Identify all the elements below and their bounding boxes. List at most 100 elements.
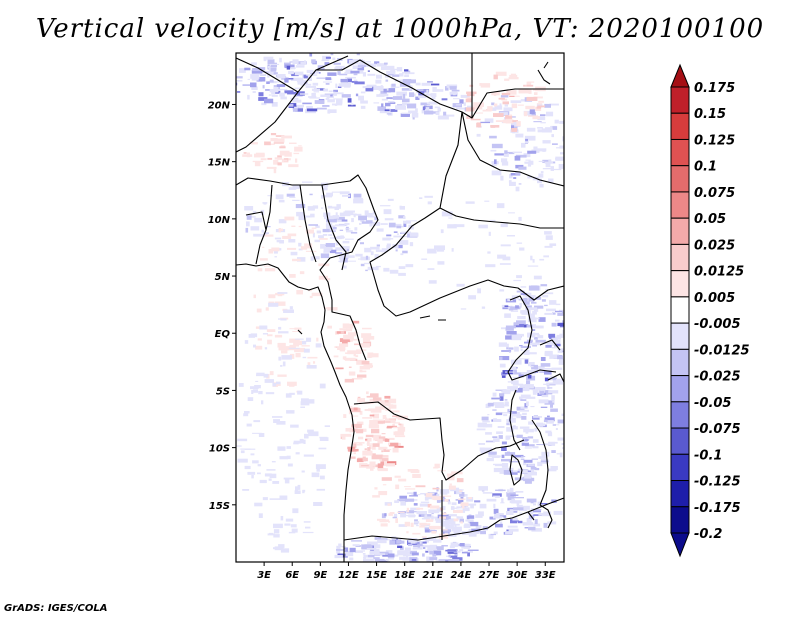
field-cell xyxy=(539,183,544,188)
plot-frame xyxy=(235,52,565,563)
field-cell xyxy=(543,443,553,446)
field-cell xyxy=(273,419,280,423)
field-cell xyxy=(511,500,522,504)
field-cell xyxy=(354,343,364,346)
field-cell xyxy=(456,478,464,483)
field-cell xyxy=(340,331,345,334)
x-tick-label: 33E xyxy=(535,570,556,581)
field-cell xyxy=(391,83,396,88)
field-cell xyxy=(499,356,510,361)
field-cell xyxy=(293,440,301,444)
field-cell xyxy=(289,385,295,387)
field-cell xyxy=(360,64,363,68)
field-cell xyxy=(427,201,432,205)
field-cell xyxy=(487,414,490,416)
field-cell xyxy=(419,503,429,507)
field-cell xyxy=(501,161,509,166)
field-cell xyxy=(546,384,550,386)
field-cell xyxy=(493,438,500,442)
field-cell xyxy=(541,128,552,133)
field-cell xyxy=(405,264,414,268)
field-cell xyxy=(402,98,410,103)
field-cell xyxy=(504,313,511,318)
field-cell xyxy=(488,231,491,236)
field-cell xyxy=(374,61,380,65)
field-cell xyxy=(286,78,294,80)
field-cell xyxy=(245,227,249,233)
field-cell xyxy=(501,327,506,330)
field-cell xyxy=(274,157,282,160)
field-cell xyxy=(373,85,384,90)
field-cell xyxy=(376,228,384,232)
field-cell xyxy=(309,53,313,57)
field-cell xyxy=(507,408,510,414)
field-cell xyxy=(265,307,269,311)
field-cell xyxy=(393,231,398,233)
field-cell xyxy=(532,317,540,320)
field-cell xyxy=(426,102,436,105)
field-cell xyxy=(537,461,543,467)
field-cell xyxy=(384,395,391,399)
field-cell xyxy=(366,84,377,87)
field-cell xyxy=(274,81,282,83)
central-borders xyxy=(236,174,379,361)
field-cell xyxy=(381,98,388,101)
field-cell xyxy=(550,375,553,380)
field-cell xyxy=(508,212,515,214)
field-cell xyxy=(396,233,399,235)
field-cell xyxy=(293,442,299,445)
field-cell xyxy=(252,74,260,79)
field-cell xyxy=(361,221,370,224)
field-cell xyxy=(512,151,522,154)
field-cell xyxy=(333,89,338,93)
field-cell xyxy=(360,256,370,261)
field-cell xyxy=(287,233,297,237)
field-cell xyxy=(397,426,406,432)
field-cell xyxy=(540,284,548,287)
colorbar: 0.1750.150.1250.10.0750.050.0250.01250.0… xyxy=(670,63,750,558)
field-cell xyxy=(436,493,440,497)
field-cell xyxy=(547,521,557,525)
field-cell xyxy=(353,79,358,82)
field-cell xyxy=(535,387,546,391)
field-cell xyxy=(387,553,395,558)
field-cell xyxy=(311,227,317,229)
field-cell xyxy=(434,106,440,109)
west-african-borders xyxy=(245,184,347,271)
field-cell xyxy=(502,404,509,407)
field-cell xyxy=(506,346,509,350)
field-cell xyxy=(294,87,301,90)
field-cell xyxy=(384,438,390,442)
field-cell xyxy=(388,101,395,103)
field-cell xyxy=(346,323,354,329)
field-cell xyxy=(509,411,517,414)
field-cell xyxy=(269,498,280,500)
colorbar-swatch xyxy=(670,243,690,272)
field-cell xyxy=(258,391,263,395)
field-cell xyxy=(504,305,509,307)
field-cell xyxy=(280,548,290,553)
field-cell xyxy=(526,401,529,406)
field-cell xyxy=(318,235,324,239)
field-cell xyxy=(513,520,519,522)
field-cell xyxy=(388,88,396,93)
field-cell xyxy=(378,455,389,457)
field-cell xyxy=(500,521,503,526)
field-cell xyxy=(556,453,562,455)
field-cell xyxy=(413,491,417,496)
field-cell xyxy=(537,129,544,133)
field-cell xyxy=(465,503,477,506)
field-cell xyxy=(361,428,367,432)
field-cell xyxy=(260,158,267,161)
field-cell xyxy=(256,73,262,75)
field-cell xyxy=(403,216,406,219)
field-cell xyxy=(510,426,518,430)
field-cell xyxy=(512,454,524,458)
field-cell xyxy=(552,143,558,145)
field-cell xyxy=(514,346,519,352)
field-cell xyxy=(367,266,379,271)
colorbar-label: 0.175 xyxy=(694,81,735,96)
field-cell xyxy=(562,137,564,142)
field-cell xyxy=(358,215,367,221)
field-cell xyxy=(336,545,341,551)
